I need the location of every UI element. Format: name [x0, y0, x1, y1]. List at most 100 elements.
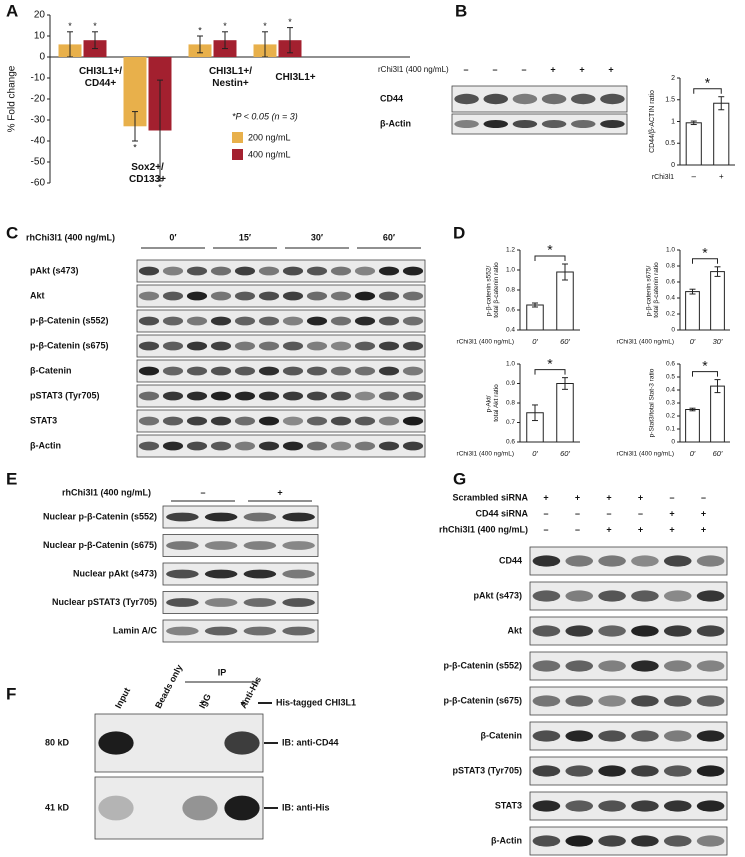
y-tick-label: 0.6	[666, 279, 675, 286]
blot-band	[210, 366, 232, 376]
blot-band	[282, 366, 304, 376]
blot-band	[532, 765, 561, 777]
blot-band	[354, 416, 376, 426]
blot-band	[162, 316, 184, 326]
blot-label: STAT3	[30, 415, 57, 425]
blot-label: β-Catenin	[30, 365, 72, 375]
blot-band	[631, 660, 659, 672]
legend-label: 400 ng/mL	[248, 149, 291, 159]
y-tick-label: 0.6	[666, 361, 675, 368]
blot-band	[186, 316, 208, 326]
sign: –	[575, 524, 580, 534]
significance-star: *	[198, 25, 202, 35]
y-tick-label: 0.5	[666, 374, 675, 381]
blot-band	[306, 341, 328, 351]
sign: –	[492, 64, 497, 74]
blot-band	[234, 341, 256, 351]
category-label: Sox2+/CD133+	[129, 162, 166, 185]
blot-band	[162, 291, 184, 301]
blot-label: pAkt (s473)	[30, 265, 79, 275]
blot	[162, 591, 319, 614]
blot-band	[234, 391, 256, 401]
y-axis-label: CD44/β-ACTIN ratio	[649, 90, 656, 153]
sign: +	[579, 64, 584, 74]
significance-star: *	[93, 21, 97, 31]
panel-letter: C	[6, 223, 18, 242]
y-tick-label: 0.8	[666, 263, 675, 270]
blot-band	[234, 316, 256, 326]
blot-band	[663, 765, 692, 777]
blot	[162, 619, 319, 643]
blot	[136, 384, 426, 408]
y-tick-label: 1.5	[665, 97, 675, 104]
bar	[556, 271, 574, 331]
blot-band	[282, 541, 315, 550]
y-tick-label: 0.6	[506, 307, 515, 314]
blot-band	[204, 512, 238, 522]
blot-band	[532, 555, 561, 567]
blot-band	[663, 660, 692, 672]
blot	[136, 434, 426, 458]
blot-band	[631, 835, 659, 847]
blot-band	[541, 93, 567, 105]
x-tick-label: 0′	[690, 449, 696, 458]
y-tick-label: -50	[31, 157, 46, 168]
panel-letter: G	[453, 469, 466, 488]
blot-label: pSTAT3 (Tyr705)	[30, 390, 100, 400]
blot-band	[483, 93, 508, 105]
blot-band	[243, 598, 277, 607]
blot-band	[282, 569, 315, 579]
blot-band	[234, 416, 256, 426]
blot-band	[204, 626, 238, 636]
blot-band	[378, 316, 400, 326]
blot-band	[186, 416, 208, 426]
y-tick-label: 1.0	[666, 247, 675, 254]
blot-band	[565, 555, 594, 567]
y-tick-label: 0.4	[666, 295, 675, 302]
blot-band	[258, 341, 280, 351]
blot-band	[258, 266, 280, 276]
blot-band	[454, 93, 479, 105]
bar	[710, 385, 725, 443]
blot-label: p-β-Catenin (s675)	[30, 340, 109, 350]
blot-band	[598, 590, 626, 602]
ib-label: IB: anti-His	[282, 802, 330, 812]
blot-band	[138, 416, 160, 426]
blot-band	[282, 626, 315, 636]
significance-star: *	[547, 355, 553, 371]
blot-band	[282, 316, 304, 326]
blot	[529, 616, 728, 646]
significance-star: *	[223, 21, 227, 31]
blot-band	[565, 835, 594, 847]
blot-band	[306, 291, 328, 301]
bar	[685, 122, 702, 166]
blot-band	[631, 590, 659, 602]
sign: +	[638, 524, 643, 534]
category-label: CHI3L1+/Nestin+	[209, 66, 252, 89]
blot-label: β-Actin	[30, 440, 61, 450]
blot-band	[330, 266, 352, 276]
blot-band	[663, 730, 692, 742]
blot-label: Nuclear pAkt (s473)	[73, 568, 157, 578]
panel-letter: D	[453, 223, 465, 242]
y-tick-label: 10	[34, 31, 46, 42]
blot-band	[631, 695, 659, 707]
blot-band	[402, 266, 424, 276]
blot-band	[696, 590, 725, 602]
blot-band	[631, 765, 659, 777]
timepoint: 15′	[239, 232, 251, 242]
y-tick-label: -30	[31, 115, 46, 126]
size-marker: 41 kD	[45, 802, 70, 812]
blot-band	[631, 800, 659, 812]
blot	[162, 505, 319, 529]
blot	[162, 534, 319, 557]
x-axis-label: rChi3l1 (400 ng/mL)	[617, 451, 674, 458]
blot-band	[354, 391, 376, 401]
blot-band	[354, 291, 376, 301]
blot	[136, 409, 426, 433]
y-tick-label: 1	[671, 118, 675, 125]
x-tick-label: 0′	[532, 337, 538, 346]
blot-band	[354, 366, 376, 376]
sign: +	[543, 492, 548, 502]
bar	[685, 409, 700, 443]
